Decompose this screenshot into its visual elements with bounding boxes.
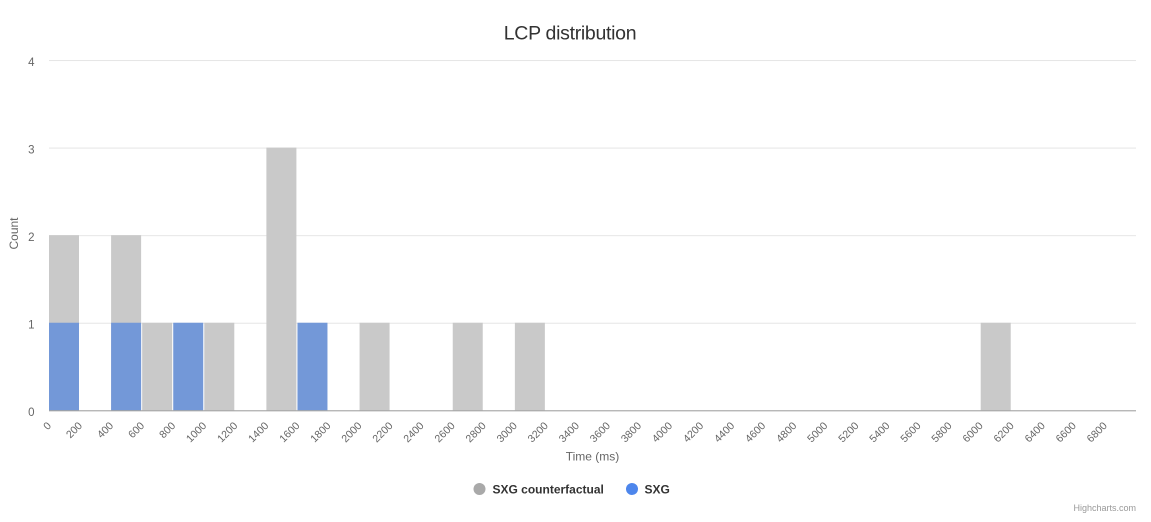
svg-text:2: 2 (28, 232, 34, 244)
svg-text:Count: Count (7, 217, 21, 250)
svg-text:LCP distribution: LCP distribution (504, 22, 637, 44)
svg-text:3: 3 (28, 144, 34, 156)
svg-text:SXG counterfactual: SXG counterfactual (493, 483, 604, 497)
svg-text:1: 1 (28, 320, 34, 332)
svg-text:0: 0 (28, 407, 34, 419)
svg-text:Highcharts.com: Highcharts.com (1073, 503, 1136, 513)
svg-text:SXG: SXG (645, 483, 670, 497)
svg-text:4: 4 (28, 57, 35, 69)
svg-text:Time (ms): Time (ms) (566, 450, 620, 464)
